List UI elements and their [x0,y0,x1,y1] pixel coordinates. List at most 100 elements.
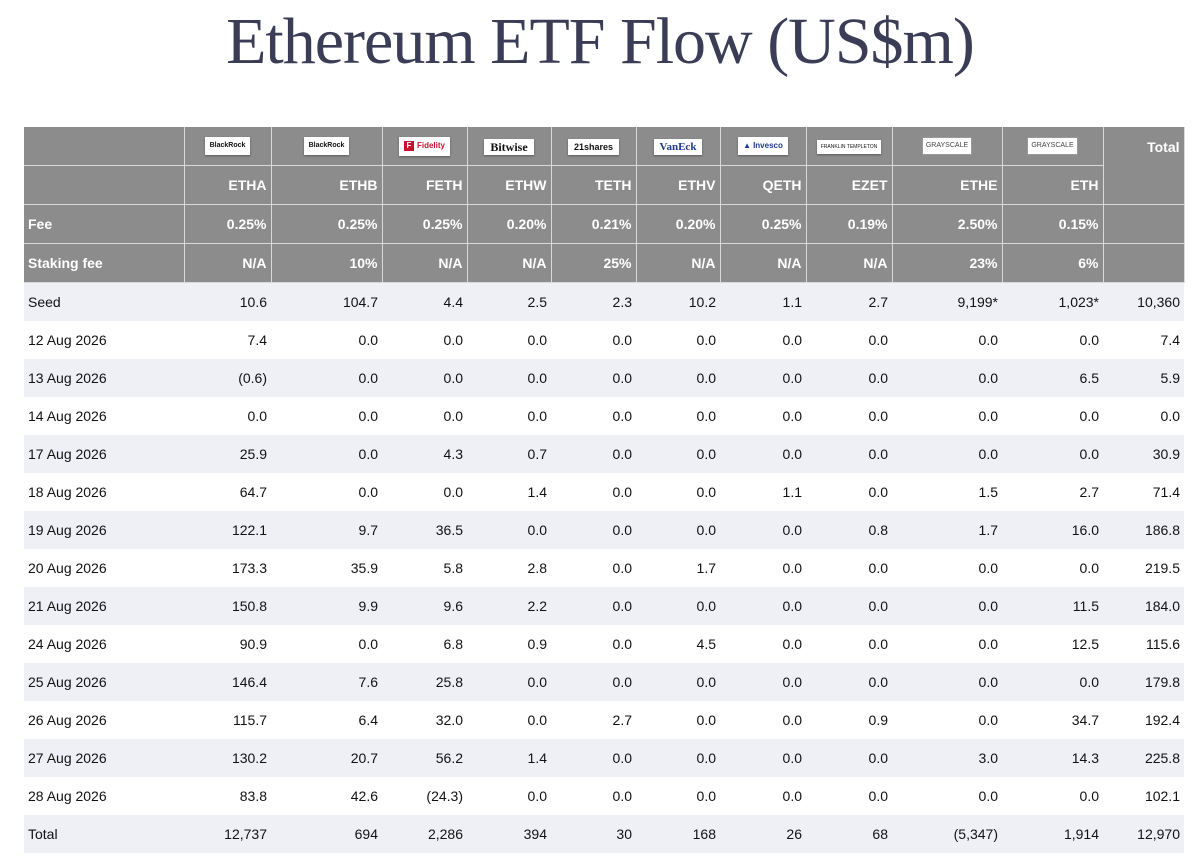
flow-cell: 0.0 [271,435,382,473]
flow-cell: 0.0 [1079,408,1099,424]
row-label: 14 Aug 2026 [28,408,107,424]
blackrock-logo: BlackRock [303,137,350,156]
flow-cell: 0.0 [806,359,892,397]
total-row: Total 12,737 694 2,286 394 30 168 26 68 (5,347) 1,… [24,815,1184,853]
staking-fee-row: Staking fee N/A 10% N/A N/A 25% N/A N/A … [24,243,1185,283]
flow-cell: 56.2 [382,739,467,777]
table-row: 12 Aug 2026 7.4 0.0 0.0 0.0 0.0 0.0 0.0 0.0 0.0 0.… [24,321,1184,359]
ticker-cell: QETH [720,165,807,205]
flow-cell: 0.0 [271,359,382,397]
flow-cell: 6.4 [358,712,378,728]
flow-cell: 0.0 [892,359,1002,397]
row-total-cell: 5.9 [1103,359,1184,397]
flow-cell: 0.0 [782,712,802,728]
row-label: 24 Aug 2026 [28,636,107,652]
flow-cell: 0.0 [806,587,892,625]
staking-cell: 6% [1002,243,1104,283]
flow-cell: 12.5 [1071,636,1099,652]
table-row: 28 Aug 2026 83.8 42.6 (24.3) 0.0 0.0 0.0 0.0 0.0… [24,777,1184,815]
flow-cell: 0.0 [612,560,632,576]
row-total-cell: 7.4 [1160,332,1180,348]
logo-row: BlackRock BlackRock F Fidelity Bitwise 21… [24,127,1185,205]
flow-cell: 1.4 [467,739,551,777]
flow-cell: 0.9 [868,712,888,728]
total-column-header: Total [1103,127,1185,205]
flow-cell: 64.7 [239,484,267,500]
invesco-logo: ▲ Invesco [738,137,788,156]
flow-cell: 0.0 [1002,663,1103,701]
flow-cell: 4.5 [696,636,716,652]
flow-cell: 0.0 [636,739,720,777]
row-total-cell: 0.0 [1160,408,1180,424]
flow-cell: 2.7 [612,712,632,728]
flow-cell: 0.0 [868,560,888,576]
flow-cell: 0.0 [868,788,888,804]
ticker-cell: ETHB [271,165,383,205]
ticker-cell: ETHA [184,165,272,205]
flow-cell: 0.0 [612,408,632,424]
flow-cell: 0.7 [467,435,551,473]
row-total-cell: 184.0 [1103,587,1184,625]
flow-cell: 2.3 [551,282,636,321]
staking-cell: 23% [892,243,1003,283]
flow-cell: 115.7 [233,712,267,728]
flow-cell: 0.0 [720,511,806,549]
flow-cell: 6.5 [1002,359,1103,397]
flow-cell: 0.0 [868,408,888,424]
flow-cell: 2.7 [1079,484,1099,500]
vaneck-logo: VanEck [653,138,703,155]
flow-cell: 0.0 [696,788,716,804]
flow-cell: 0.0 [247,408,267,424]
flow-cell: 150.8 [184,587,271,625]
flow-cell: 25.9 [184,435,271,473]
row-total-cell: 225.8 [1103,739,1184,777]
flow-cell: 0.0 [612,332,632,348]
flow-cell: 7.4 [247,332,267,348]
flow-cell: 10.6 [184,282,271,321]
staking-cell: N/A [184,243,272,283]
flow-cell: 36.5 [382,511,467,549]
flow-cell: 0.0 [868,332,888,348]
flow-cell: 0.0 [527,408,547,424]
fee-cell: 0.25% [184,204,272,244]
flow-cell: 0.0 [612,636,632,652]
row-total-cell: 30.9 [1103,435,1184,473]
flow-cell: 3.0 [892,739,1002,777]
flow-cell: 394 [467,815,551,853]
ticker-cell: FETH [382,165,468,205]
flow-cell: 0.0 [527,788,547,804]
row-label: 17 Aug 2026 [24,435,184,473]
flow-cell: 0.0 [978,636,998,652]
ticker-cell: ETHW [467,165,552,205]
flow-cell: 0.0 [868,484,888,500]
flow-cell: 35.9 [350,560,378,576]
flow-cell: 4.4 [382,282,467,321]
flow-cell: 0.0 [551,511,636,549]
flow-table-body: Seed 10.6 104.7 4.4 2.5 2.3 10.2 1.1 2.7 9,199* 1,… [24,282,1184,853]
flow-cell: 10.2 [636,282,720,321]
fee-label: Fee [24,204,185,244]
ticker-cell: ETHV [636,165,721,205]
flow-cell: 0.0 [806,739,892,777]
flow-cell: 9,199* [892,282,1002,321]
flow-cell: 7.6 [271,663,382,701]
row-label: 20 Aug 2026 [28,560,107,576]
flow-cell: 1.7 [892,511,1002,549]
flow-cell: 0.0 [782,408,802,424]
row-total-cell: 71.4 [1152,484,1180,500]
staking-cell: N/A [467,243,552,283]
flow-cell: 11.5 [1002,587,1103,625]
row-label: 26 Aug 2026 [28,712,107,728]
flow-cell: 16.0 [1002,511,1103,549]
etf-flow-table: BlackRock BlackRock F Fidelity Bitwise 21… [24,127,1185,853]
flow-cell: 1.5 [978,484,998,500]
corner-cell [24,127,185,166]
flow-cell: 0.0 [527,712,547,728]
flow-cell: 1,914 [1002,815,1103,853]
table-row: 14 Aug 2026 0.0 0.0 0.0 0.0 0.0 0.0 0.0 0.0 0.0 0.… [24,397,1184,435]
flow-cell: 0.0 [720,587,806,625]
ticker-cell: ETHE [892,165,1003,205]
flow-cell: 0.0 [467,663,551,701]
fee-cell: 2.50% [892,204,1003,244]
ticker-cell: ETH [1002,165,1104,205]
